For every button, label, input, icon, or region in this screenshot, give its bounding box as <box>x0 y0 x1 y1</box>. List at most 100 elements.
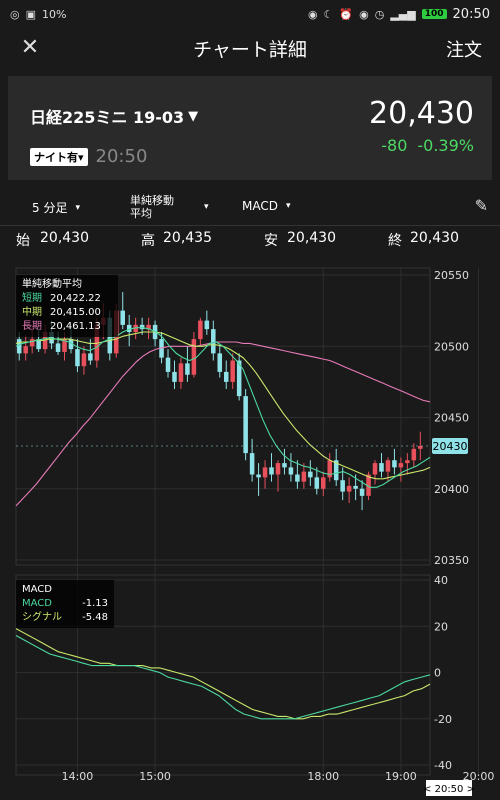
macd-legend-title: MACD <box>22 584 52 595</box>
close-value: 20,430 <box>410 230 459 246</box>
interval-label: 5 分足 <box>32 201 68 215</box>
current-time-tag <box>426 780 472 796</box>
macd-y-tick-label: 40 <box>434 574 448 587</box>
night-session-toggle[interactable]: ナイト有▾ <box>30 147 88 166</box>
clock-icon: ◷ <box>374 7 385 21</box>
candle-body <box>262 467 268 478</box>
moon-icon: ☾ <box>323 7 334 21</box>
ma-dropdown[interactable]: 単純移動 平均 ▾ <box>130 194 209 220</box>
candle-body <box>139 324 145 330</box>
high-label: 高 <box>141 233 155 249</box>
edit-icon[interactable]: ✎ <box>474 196 488 215</box>
macd-line <box>15 635 431 720</box>
candle-body <box>405 460 410 464</box>
open-value: 20,430 <box>40 230 89 246</box>
signal-percent: 10% <box>42 7 67 21</box>
candle-body <box>275 463 281 475</box>
battery-indicator: 100 <box>421 9 447 19</box>
candle-body <box>282 463 287 468</box>
chevron-down-icon: ▾ <box>285 201 291 211</box>
candle-body <box>230 360 235 382</box>
nav-bar: ✕ チャート詳細 注文 <box>0 28 500 68</box>
chart-canvas[interactable]: 20550 20500 20450 20400 20350 40 20 0 -20 -40 14:0… <box>0 260 500 800</box>
signal-line <box>15 628 431 720</box>
chevron-down-icon: ▾ <box>75 202 80 213</box>
macd-y-tick-label: 20 <box>434 620 448 633</box>
candle-body <box>120 310 125 325</box>
x-tick-label: 15:00 <box>139 770 171 783</box>
candle-body <box>23 346 28 354</box>
change-value: -80 <box>381 136 408 155</box>
current-price-tag <box>432 438 468 454</box>
price-change: -80 -0.39% <box>381 136 474 155</box>
chevron-down-icon: ▾ <box>204 201 209 212</box>
main-pane-frame <box>15 267 431 566</box>
candle-body <box>327 460 332 478</box>
candle-body <box>146 324 151 330</box>
status-time: 20:50 <box>452 6 490 22</box>
macd-y-tick-label: -20 <box>434 713 452 726</box>
ma-label: 単純移動 平均 <box>130 194 174 220</box>
candle-body <box>314 477 320 489</box>
wifi-icon: ◎ <box>10 7 20 21</box>
candle-body <box>301 471 307 482</box>
indicator-dropdown[interactable]: MACD ▾ <box>242 199 291 213</box>
candle-body <box>385 460 391 472</box>
ma-legend-title: 単純移動平均 <box>22 279 82 290</box>
candle-body <box>333 460 339 481</box>
candle-body <box>29 339 35 347</box>
signal-icon: ▂▄▆ <box>390 7 416 21</box>
candle-body <box>133 324 138 332</box>
short-ma-value: 20,422.22 <box>50 293 101 304</box>
candle-body <box>256 474 261 478</box>
ohlc-row: 始 20,430 高 20,435 安 20,430 終 20,430 <box>0 228 500 252</box>
candle-body <box>126 324 132 332</box>
order-button[interactable]: 注文 <box>446 40 482 61</box>
candle-body <box>55 343 61 352</box>
candle-body <box>411 448 417 461</box>
candle-body <box>204 320 210 330</box>
macd-value: -1.13 <box>82 598 108 609</box>
candle-body <box>346 485 352 492</box>
candle-body <box>249 453 255 475</box>
candle-body <box>308 471 313 478</box>
mid-ma-value: 20,415.00 <box>50 307 101 318</box>
instrument-selector[interactable]: 日経225ミニ 19-03 ▼ <box>30 104 198 128</box>
candle-body <box>295 474 300 482</box>
close-icon[interactable]: ✕ <box>20 35 40 60</box>
quote-card: 日経225ミニ 19-03 ▼ 20,430 ナイト有▾ 20:50 -80 -… <box>8 76 492 180</box>
signal-label: シグナル <box>22 612 62 623</box>
candle-body <box>379 463 384 472</box>
candle-body <box>62 339 67 352</box>
long-ma-line <box>15 341 431 507</box>
low-label: 安 <box>264 233 278 249</box>
candle-body <box>211 329 216 354</box>
main-y-tick-label: 20550 <box>434 269 469 282</box>
candle-body <box>236 360 242 397</box>
nfc-icon: ◉ <box>307 7 318 21</box>
x-tick-label: 18:00 <box>307 770 339 783</box>
dropdown-icon: ▼ <box>188 108 199 124</box>
ma-legend: 単純移動平均 短期 20,422.22 中期 20,415.00 長期 20,461.… <box>16 275 118 337</box>
x-tick-label: 20:00 <box>463 770 495 783</box>
interval-dropdown[interactable]: 5 分足 ▾ <box>32 199 80 216</box>
current-price-label: 20430 <box>433 440 468 453</box>
x-tick-label: 19:00 <box>385 770 417 783</box>
macd-label: MACD <box>22 598 52 609</box>
price-chart[interactable]: 20550 20500 20450 20400 20350 40 20 0 -20 -40 14:0… <box>0 260 500 800</box>
candle-body <box>16 339 22 354</box>
close-label: 終 <box>388 233 402 249</box>
candle-body <box>172 371 177 382</box>
candle-body <box>185 363 190 375</box>
short-ma-line <box>15 327 431 488</box>
open-label: 始 <box>16 233 30 249</box>
session-time: 20:50 <box>95 146 148 167</box>
candle-body <box>269 467 274 475</box>
main-y-tick-label: 20450 <box>434 412 469 425</box>
candle-body <box>68 339 74 350</box>
mid-ma-label: 中期 <box>22 307 42 318</box>
chart-selectors: 5 分足 ▾ 単純移動 平均 ▾ MACD ▾ ✎ <box>0 186 500 226</box>
candle-body <box>353 485 358 489</box>
status-bar: ◎ ▣ 10% ◉ ☾ ⏰ ◉ ◷ ▂▄▆ 100 20:50 <box>0 0 500 28</box>
low-value: 20,430 <box>287 230 336 246</box>
